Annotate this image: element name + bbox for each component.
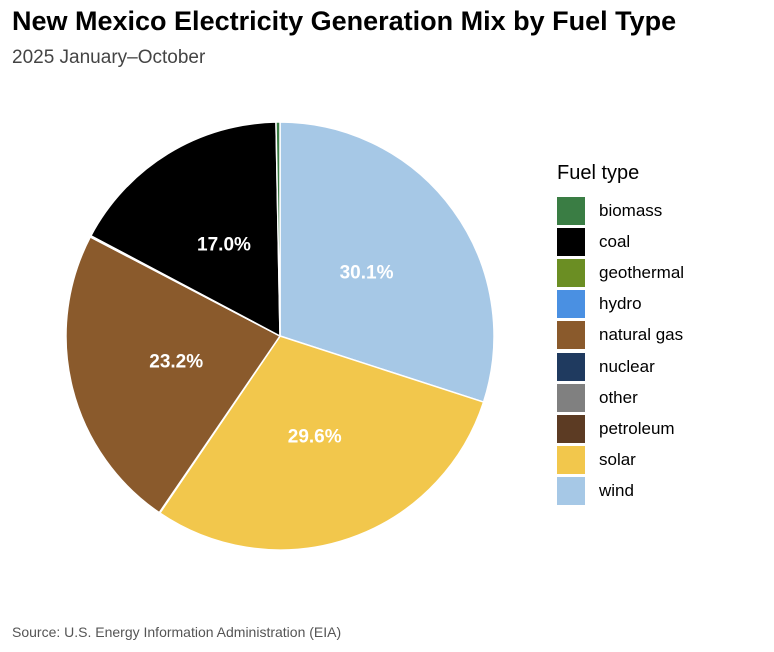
legend-item-natural-gas: natural gas <box>557 320 684 351</box>
legend-swatch <box>557 321 585 350</box>
slice-label-wind: 30.1% <box>340 263 394 284</box>
legend-label: solar <box>599 450 636 470</box>
legend: Fuel type biomass coal geothermal hydro natu… <box>557 162 684 507</box>
legend-item-solar: solar <box>557 445 684 476</box>
legend-swatch <box>557 258 585 287</box>
pie-slice-solar <box>159 335 485 551</box>
legend-label: wind <box>599 481 634 501</box>
slice-label-coal: 17.0% <box>197 234 251 255</box>
legend-item-geothermal: geothermal <box>557 257 684 288</box>
legend-swatch <box>557 414 585 443</box>
chart-subtitle: 2025 January–October <box>12 47 206 68</box>
legend-item-nuclear: nuclear <box>557 351 684 382</box>
legend-swatch <box>557 446 585 475</box>
legend-title: Fuel type <box>557 162 640 184</box>
legend-swatch <box>557 196 585 225</box>
legend-label: hydro <box>599 294 642 314</box>
legend-items: biomass coal geothermal hydro natural gas nuc… <box>557 195 684 507</box>
legend-item-petroleum: petroleum <box>557 413 684 444</box>
source-caption: Source: U.S. Energy Information Administ… <box>12 624 342 640</box>
legend-label: biomass <box>599 200 663 220</box>
legend-label: nuclear <box>599 356 655 376</box>
legend-label: geothermal <box>599 262 685 282</box>
legend-label: coal <box>599 231 631 251</box>
slice-label-solar: 29.6% <box>288 427 342 448</box>
legend-swatch <box>557 477 585 506</box>
legend-label: petroleum <box>599 418 675 438</box>
legend-item-other: other <box>557 382 684 413</box>
legend-swatch <box>557 290 585 319</box>
legend-item-hydro: hydro <box>557 289 684 320</box>
legend-swatch <box>557 352 585 381</box>
legend-label: other <box>599 387 638 407</box>
pie-slice-biomass <box>275 121 281 337</box>
legend-item-coal: coal <box>557 226 684 257</box>
pie-slice-coal <box>90 121 281 337</box>
legend-swatch <box>557 227 585 256</box>
legend-label: natural gas <box>599 325 684 345</box>
pie-slice-wind <box>279 121 495 403</box>
legend-item-biomass: biomass <box>557 195 684 226</box>
pie-slice-natural-gas <box>65 236 281 514</box>
slice-label-natural-gas: 23.2% <box>149 351 203 372</box>
chart-title: New Mexico Electricity Generation Mix by… <box>12 6 677 36</box>
legend-item-wind: wind <box>557 476 684 507</box>
legend-swatch <box>557 383 585 412</box>
